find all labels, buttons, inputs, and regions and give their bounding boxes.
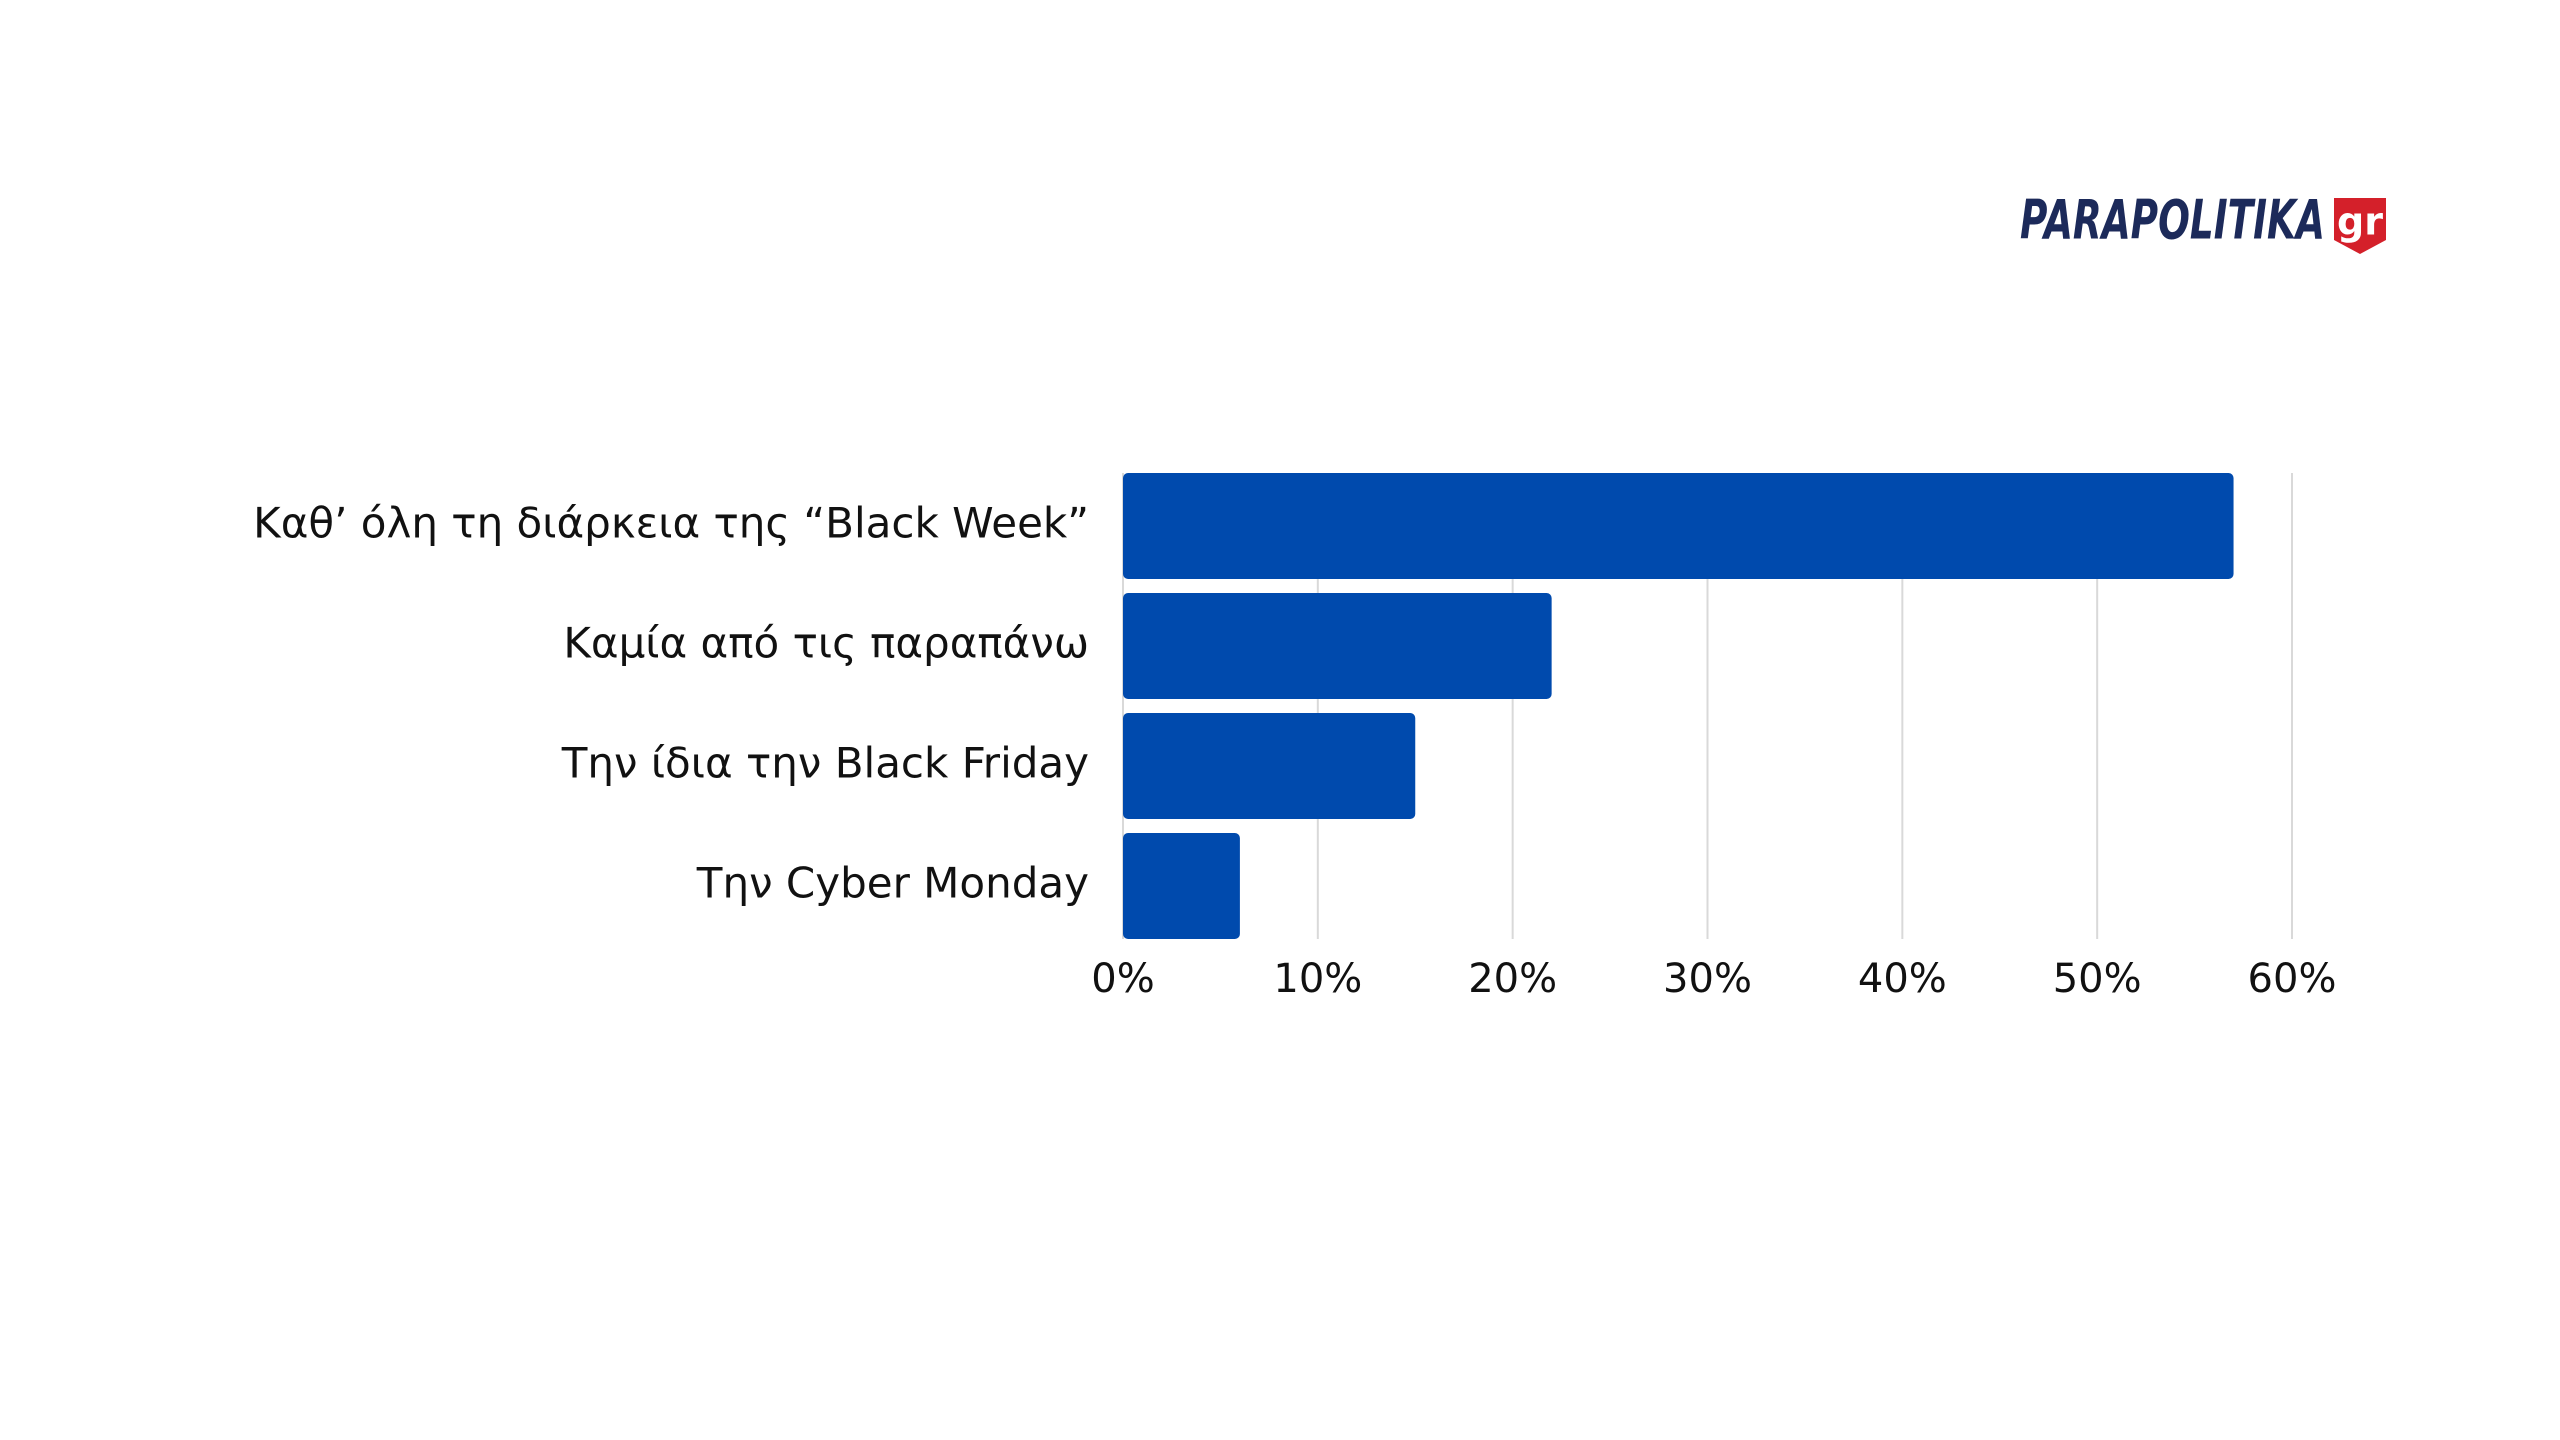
bar — [1123, 593, 1552, 699]
logo-badge — [2334, 198, 2386, 254]
y-tick-label: Καθ’ όλη τη διάρκεια της “Black Week” — [253, 499, 1089, 548]
x-tick-label: 20% — [1468, 956, 1557, 1002]
y-tick-label: Την Cyber Monday — [696, 859, 1089, 908]
y-tick-label: Καμία από τις παραπάνω — [563, 619, 1089, 668]
x-tick-label: 60% — [2248, 956, 2337, 1002]
bar — [1123, 713, 1416, 819]
x-tick-label: 30% — [1663, 956, 1752, 1002]
x-tick-label: 50% — [2053, 956, 2142, 1002]
bar — [1123, 473, 2234, 579]
x-tick-label: 0% — [1091, 956, 1154, 1002]
logo: PARAPOLITIKA gr — [2020, 189, 2386, 254]
x-tick-label: 40% — [1858, 956, 1947, 1002]
logo-text: PARAPOLITIKA — [2020, 189, 2325, 252]
logo-suffix: gr — [2337, 200, 2383, 244]
y-tick-label: Την ίδια την Black Friday — [561, 739, 1089, 788]
x-tick-label: 10% — [1273, 956, 1362, 1002]
bar — [1123, 833, 1240, 939]
